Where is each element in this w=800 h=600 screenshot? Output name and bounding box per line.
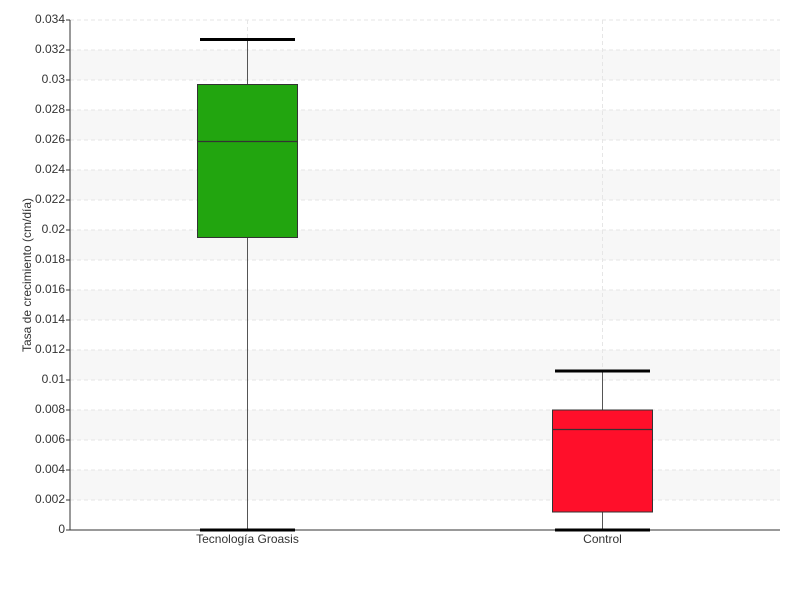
grid-band [70,230,780,260]
y-tick-label: 0 [58,522,65,536]
box [197,84,298,238]
y-tick-label: 0.004 [35,462,65,476]
y-tick-label: 0.006 [35,432,65,446]
y-tick-label: 0.002 [35,492,65,506]
y-tick-label: 0.034 [35,12,65,26]
y-tick-label: 0.028 [35,102,65,116]
y-tick-label: 0.022 [35,192,65,206]
grid-band [70,350,780,380]
grid-band [70,290,780,320]
y-tick-label: 0.016 [35,282,65,296]
y-tick-label: 0.014 [35,312,65,326]
y-tick-label: 0.032 [35,42,65,56]
grid-band [70,50,780,80]
grid-band [70,170,780,200]
grid-band [70,470,780,500]
y-tick-label: 0.02 [42,222,66,236]
y-tick-label: 0.008 [35,402,65,416]
grid-band [70,410,780,440]
grid-band [70,110,780,140]
x-tick-label: Control [583,532,622,546]
x-tick-label: Tecnología Groasis [196,532,299,546]
y-tick-label: 0.024 [35,162,65,176]
y-tick-label: 0.026 [35,132,65,146]
box [552,409,653,513]
y-tick-label: 0.03 [42,72,66,86]
y-tick-label: 0.012 [35,342,65,356]
y-axis-label: Tasa de crecimiento (cm/día) [20,198,34,352]
y-tick-label: 0.018 [35,252,65,266]
y-tick-label: 0.01 [42,372,66,386]
